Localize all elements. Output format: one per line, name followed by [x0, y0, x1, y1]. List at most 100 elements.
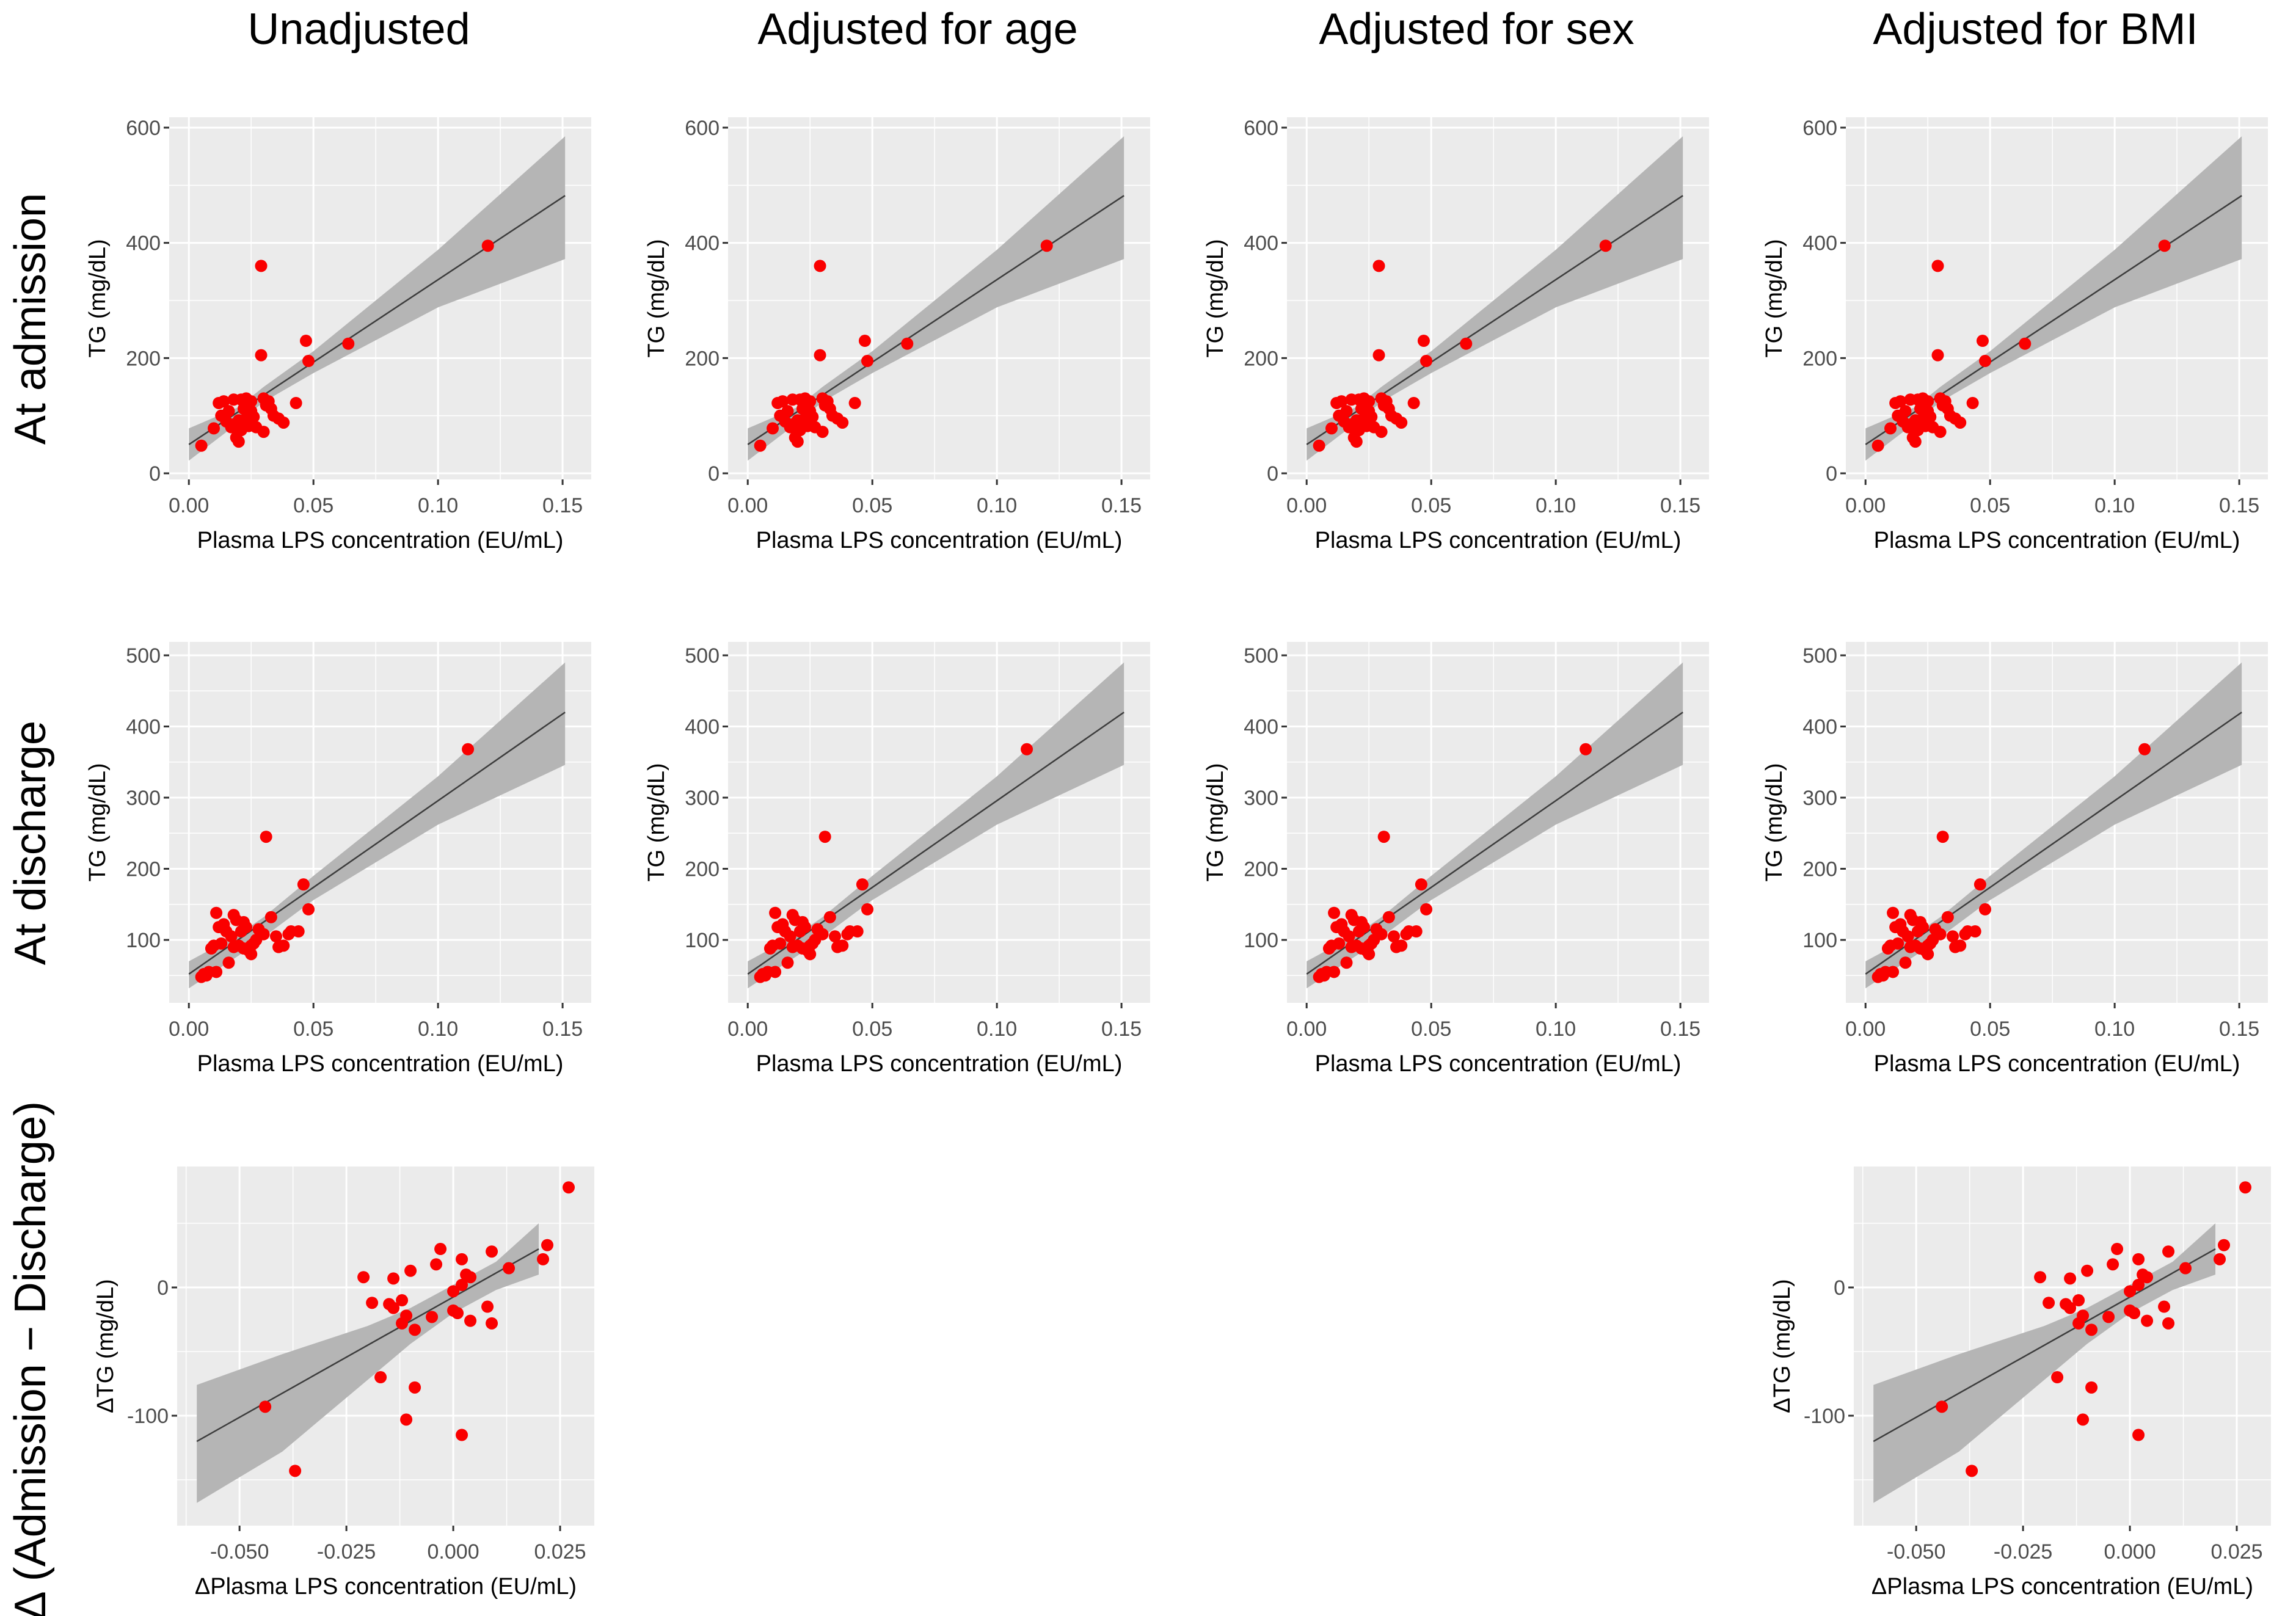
svg-text:0.00: 0.00 [727, 494, 768, 517]
corner-spacer [0, 0, 61, 58]
svg-text:0.15: 0.15 [1101, 1017, 1142, 1041]
svg-text:0.00: 0.00 [727, 1017, 768, 1041]
svg-text:300: 300 [126, 787, 161, 810]
scatter-plot-discharge-adjusted-bmi: 0.00 0.05 0.10 0.15 100 200 300 400 500 Plasma LP… [1738, 580, 2296, 1105]
svg-text:Plasma LPS concentration (EU/m: Plasma LPS concentration (EU/mL) [1315, 1051, 1682, 1077]
svg-text:300: 300 [1802, 787, 1837, 810]
svg-text:100: 100 [685, 929, 720, 952]
svg-text:ΔTG (mg/dL): ΔTG (mg/dL) [1769, 1279, 1795, 1413]
svg-text:400: 400 [1244, 716, 1278, 739]
svg-text:0: 0 [157, 1276, 169, 1300]
svg-text:0.00: 0.00 [1286, 1017, 1327, 1041]
svg-text:Plasma LPS concentration (EU/m: Plasma LPS concentration (EU/mL) [1315, 528, 1682, 553]
svg-text:0.10: 0.10 [1536, 494, 1576, 517]
svg-text:500: 500 [126, 644, 161, 668]
empty-cell [1179, 1105, 1738, 1616]
svg-text:-0.025: -0.025 [317, 1540, 376, 1563]
svg-text:500: 500 [1802, 644, 1837, 668]
svg-text:0.15: 0.15 [2219, 494, 2259, 517]
svg-text:TG (mg/dL): TG (mg/dL) [85, 239, 111, 357]
svg-text:TG (mg/dL): TG (mg/dL) [1762, 763, 1787, 881]
svg-text:0.10: 0.10 [2094, 1017, 2135, 1041]
empty-cell [620, 1105, 1179, 1616]
svg-text:TG (mg/dL): TG (mg/dL) [1203, 239, 1228, 357]
svg-text:ΔTG (mg/dL): ΔTG (mg/dL) [93, 1279, 118, 1413]
svg-text:TG (mg/dL): TG (mg/dL) [644, 239, 669, 357]
svg-text:0.10: 0.10 [977, 1017, 1017, 1041]
svg-text:TG (mg/dL): TG (mg/dL) [85, 763, 111, 881]
svg-text:0.00: 0.00 [1845, 494, 1886, 517]
svg-text:100: 100 [1802, 929, 1837, 952]
scatter-plot-discharge-adjusted-age: 0.00 0.05 0.10 0.15 100 200 300 400 500 Plasma LP… [620, 580, 1179, 1105]
svg-text:0.05: 0.05 [293, 494, 333, 517]
svg-text:0.15: 0.15 [2219, 1017, 2259, 1041]
svg-text:200: 200 [685, 858, 720, 881]
scatter-plot-admission-adjusted-age: 0.00 0.05 0.10 0.15 0 200 400 600 Plasma LPS con… [620, 58, 1179, 580]
svg-text:0.05: 0.05 [1411, 1017, 1451, 1041]
svg-text:0.05: 0.05 [1970, 494, 2010, 517]
svg-text:-0.050: -0.050 [210, 1540, 269, 1563]
svg-text:Plasma LPS concentration (EU/m: Plasma LPS concentration (EU/mL) [197, 1051, 564, 1077]
column-header-adjusted-bmi: Adjusted for BMI [1873, 4, 2198, 54]
column-header-unadjusted: Unadjusted [247, 4, 470, 54]
svg-text:-100: -100 [1804, 1405, 1845, 1428]
svg-text:0.05: 0.05 [1411, 494, 1451, 517]
svg-text:200: 200 [1244, 347, 1278, 370]
svg-text:0.025: 0.025 [534, 1540, 586, 1563]
svg-text:0: 0 [1826, 462, 1837, 486]
svg-text:0.00: 0.00 [1286, 494, 1327, 517]
svg-text:500: 500 [1244, 644, 1278, 668]
svg-text:300: 300 [1244, 787, 1278, 810]
svg-text:0: 0 [1834, 1276, 1845, 1300]
svg-text:100: 100 [126, 929, 161, 952]
svg-text:Plasma LPS concentration (EU/m: Plasma LPS concentration (EU/mL) [197, 528, 564, 553]
svg-text:0.10: 0.10 [418, 494, 458, 517]
svg-text:400: 400 [685, 232, 720, 255]
svg-text:400: 400 [1244, 232, 1278, 255]
svg-text:0.15: 0.15 [1660, 1017, 1700, 1041]
svg-text:0.05: 0.05 [293, 1017, 333, 1041]
column-header-adjusted-sex: Adjusted for sex [1319, 4, 1635, 54]
scatter-plot-admission-adjusted-sex: 0.00 0.05 0.10 0.15 0 200 400 600 Plasma LPS con… [1179, 58, 1738, 580]
svg-text:600: 600 [1244, 117, 1278, 140]
svg-text:300: 300 [685, 787, 720, 810]
svg-text:Plasma LPS concentration (EU/m: Plasma LPS concentration (EU/mL) [756, 1051, 1123, 1077]
svg-text:500: 500 [685, 644, 720, 668]
svg-text:0.00: 0.00 [1845, 1017, 1886, 1041]
svg-text:-0.050: -0.050 [1887, 1540, 1945, 1563]
scatter-plot-discharge-unadjusted: 0.00 0.05 0.10 0.15 100 200 300 400 500 Plasma LP… [61, 580, 620, 1105]
svg-text:-100: -100 [127, 1405, 169, 1428]
row-label-delta-admission-discharge: Δ (Admission − Discharge) [6, 1101, 55, 1616]
svg-text:400: 400 [1802, 232, 1837, 255]
svg-text:Plasma LPS concentration (EU/m: Plasma LPS concentration (EU/mL) [1874, 1051, 2240, 1077]
svg-text:200: 200 [126, 858, 161, 881]
svg-text:ΔPlasma LPS concentration (EU/: ΔPlasma LPS concentration (EU/mL) [195, 1574, 577, 1600]
svg-text:0.15: 0.15 [542, 1017, 583, 1041]
scatter-plot-admission-adjusted-bmi: 0.00 0.05 0.10 0.15 0 200 400 600 Plasma LPS con… [1738, 58, 2296, 580]
svg-text:400: 400 [1802, 716, 1837, 739]
svg-text:400: 400 [685, 716, 720, 739]
svg-text:400: 400 [126, 716, 161, 739]
svg-text:TG (mg/dL): TG (mg/dL) [644, 763, 669, 881]
svg-text:0.00: 0.00 [169, 494, 209, 517]
scatter-plot-discharge-adjusted-sex: 0.00 0.05 0.10 0.15 100 200 300 400 500 Plasma LP… [1179, 580, 1738, 1105]
svg-text:0: 0 [708, 462, 720, 486]
svg-text:0.15: 0.15 [1101, 494, 1142, 517]
svg-text:0: 0 [1267, 462, 1278, 486]
svg-text:0.05: 0.05 [1970, 1017, 2010, 1041]
svg-text:600: 600 [1802, 117, 1837, 140]
svg-text:0.00: 0.00 [169, 1017, 209, 1041]
svg-text:ΔPlasma LPS concentration (EU/: ΔPlasma LPS concentration (EU/mL) [1871, 1574, 2253, 1600]
row-label-at-discharge: At discharge [6, 720, 55, 966]
column-header-adjusted-age: Adjusted for age [757, 4, 1078, 54]
svg-text:0.000: 0.000 [2104, 1540, 2156, 1563]
svg-text:Plasma LPS concentration (EU/m: Plasma LPS concentration (EU/mL) [1874, 528, 2240, 553]
svg-text:0: 0 [149, 462, 161, 486]
scatter-plot-admission-unadjusted: 0.00 0.05 0.10 0.15 0 200 400 600 Plasma LPS con… [61, 58, 620, 580]
svg-text:400: 400 [126, 232, 161, 255]
svg-text:100: 100 [1244, 929, 1278, 952]
svg-text:-0.025: -0.025 [1994, 1540, 2052, 1563]
svg-text:600: 600 [685, 117, 720, 140]
svg-text:0.000: 0.000 [428, 1540, 479, 1563]
